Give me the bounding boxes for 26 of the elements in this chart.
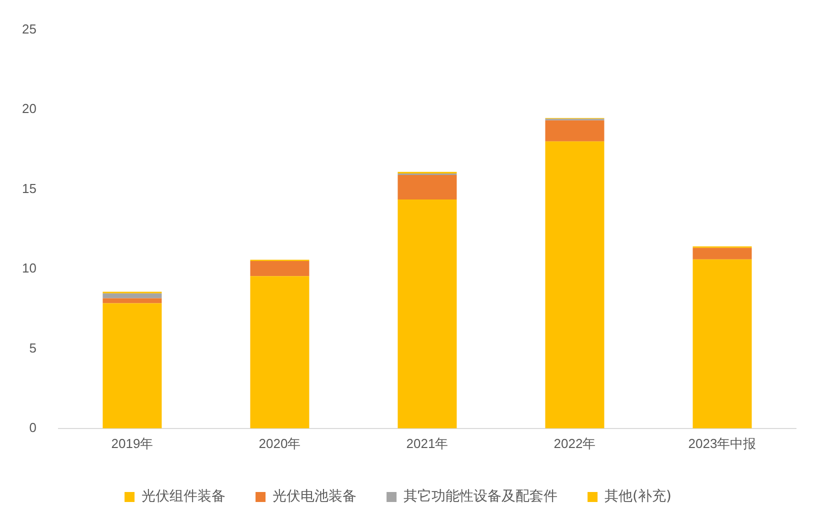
y-tick-label: 25	[22, 21, 36, 36]
x-tick-label: 2022年	[554, 436, 596, 451]
bar	[398, 175, 457, 200]
y-tick-label: 15	[22, 180, 36, 196]
bar	[250, 276, 310, 428]
y-tick-label: 5	[29, 340, 36, 356]
x-tick-label: 2021年	[406, 436, 448, 451]
bar	[692, 259, 752, 428]
bar	[250, 260, 310, 276]
y-tick-label: 10	[22, 260, 36, 276]
bar	[545, 120, 604, 142]
y-tick-label: 20	[22, 101, 36, 116]
x-tick-label: 2020年	[258, 436, 301, 451]
x-tick-label: 2023年中报	[688, 436, 756, 451]
bar	[102, 298, 162, 304]
bar	[398, 199, 457, 428]
legend-label: 光伏电池装备	[272, 488, 357, 505]
bar	[102, 303, 162, 428]
legend-label: 其他(补充)	[604, 488, 672, 505]
legend-label: 其它功能性设备及配套件	[404, 488, 558, 505]
y-tick-label: 0	[29, 420, 36, 435]
bar	[692, 248, 752, 260]
bar	[545, 141, 604, 428]
bar	[102, 293, 162, 298]
x-tick-label: 2019年	[111, 436, 154, 451]
legend-label: 光伏组件装备	[142, 488, 226, 505]
